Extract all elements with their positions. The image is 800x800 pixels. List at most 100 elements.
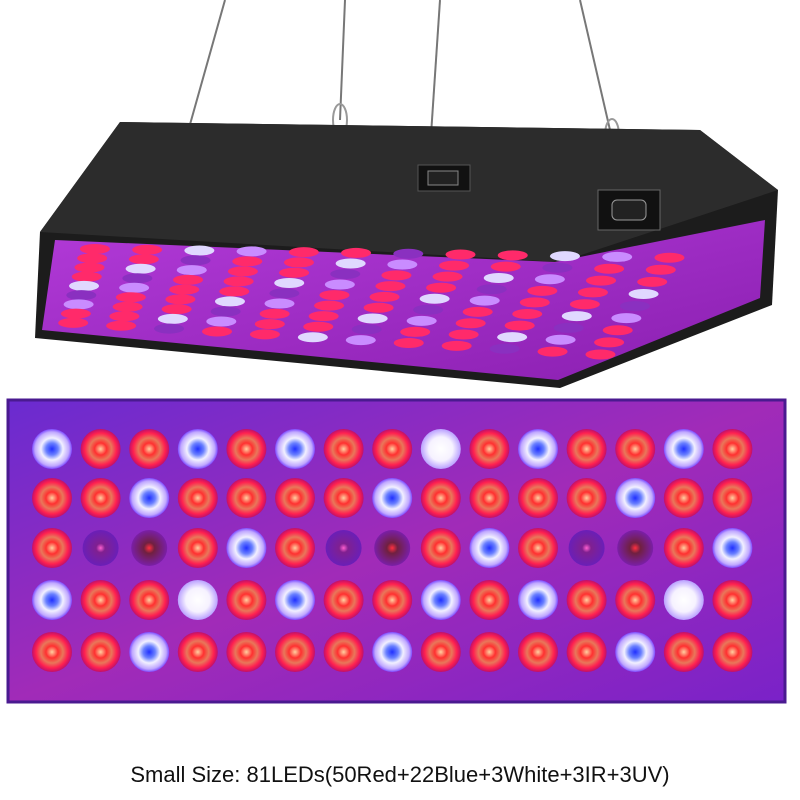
- led: [497, 250, 528, 261]
- led: [32, 528, 72, 568]
- led: [63, 299, 94, 310]
- led: [420, 429, 461, 469]
- led: [512, 308, 543, 319]
- led: [323, 429, 364, 469]
- led: [527, 285, 558, 296]
- led: [469, 528, 510, 568]
- led: [375, 281, 406, 292]
- led: [469, 478, 510, 518]
- led: [413, 304, 444, 315]
- led: [184, 245, 215, 256]
- led: [566, 429, 607, 469]
- led: [553, 322, 584, 333]
- led: [534, 274, 565, 285]
- led: [71, 271, 102, 282]
- led: [420, 528, 461, 568]
- top-panel: [35, 122, 778, 388]
- led: [335, 258, 366, 269]
- led: [288, 247, 319, 258]
- led: [566, 632, 607, 672]
- led: [577, 287, 608, 298]
- led: [566, 478, 607, 518]
- led: [594, 337, 625, 348]
- led: [324, 279, 355, 290]
- led: [226, 478, 267, 518]
- caption: Small Size: 81LEDs(50Red+22Blue+3White+3…: [130, 762, 669, 787]
- led: [323, 632, 364, 672]
- led: [308, 311, 339, 322]
- led: [628, 288, 659, 299]
- led: [177, 429, 218, 469]
- led: [172, 274, 203, 285]
- led: [372, 478, 413, 518]
- led: [269, 288, 300, 299]
- led: [518, 632, 558, 672]
- led: [226, 429, 267, 469]
- led: [369, 291, 400, 302]
- led: [569, 299, 600, 310]
- led: [206, 316, 237, 327]
- led: [469, 429, 510, 469]
- led: [594, 263, 625, 274]
- led: [615, 429, 656, 469]
- led: [219, 286, 250, 297]
- led: [319, 290, 350, 301]
- led: [602, 251, 633, 262]
- led: [165, 294, 196, 305]
- led: [177, 580, 218, 620]
- led: [615, 478, 656, 518]
- led: [448, 329, 479, 340]
- led: [132, 244, 163, 255]
- led: [381, 270, 412, 281]
- led: [663, 478, 704, 518]
- led: [441, 340, 472, 351]
- led: [518, 528, 558, 568]
- led: [161, 304, 192, 315]
- led: [32, 632, 72, 672]
- led: [264, 298, 295, 309]
- led: [122, 273, 153, 284]
- led: [561, 311, 592, 322]
- led: [351, 324, 382, 335]
- led: [66, 290, 97, 301]
- led: [275, 632, 315, 672]
- led: [387, 259, 418, 270]
- led: [275, 478, 315, 518]
- led: [712, 528, 753, 568]
- led: [445, 249, 476, 260]
- led: [497, 332, 528, 343]
- led: [125, 263, 156, 274]
- led: [129, 429, 170, 469]
- led: [82, 530, 119, 566]
- led: [58, 317, 89, 328]
- led: [74, 262, 105, 273]
- led: [254, 319, 285, 330]
- led: [654, 252, 685, 263]
- led: [223, 276, 254, 287]
- led: [201, 326, 232, 337]
- led: [469, 632, 510, 672]
- led: [393, 248, 424, 259]
- led: [279, 267, 310, 278]
- led: [330, 269, 361, 280]
- led: [32, 429, 72, 469]
- led: [663, 632, 704, 672]
- led: [537, 346, 568, 357]
- led: [374, 530, 411, 566]
- led: [363, 302, 394, 313]
- led: [483, 272, 514, 283]
- led: [275, 528, 315, 568]
- led: [275, 580, 315, 620]
- front-panel: [6, 398, 787, 704]
- led: [109, 311, 140, 322]
- led: [489, 343, 520, 354]
- led: [131, 530, 168, 566]
- led: [232, 256, 263, 267]
- led: [420, 632, 461, 672]
- led: [129, 478, 170, 518]
- led: [663, 580, 704, 620]
- led: [372, 580, 413, 620]
- led: [275, 429, 315, 469]
- led: [128, 254, 159, 265]
- led: [357, 313, 388, 324]
